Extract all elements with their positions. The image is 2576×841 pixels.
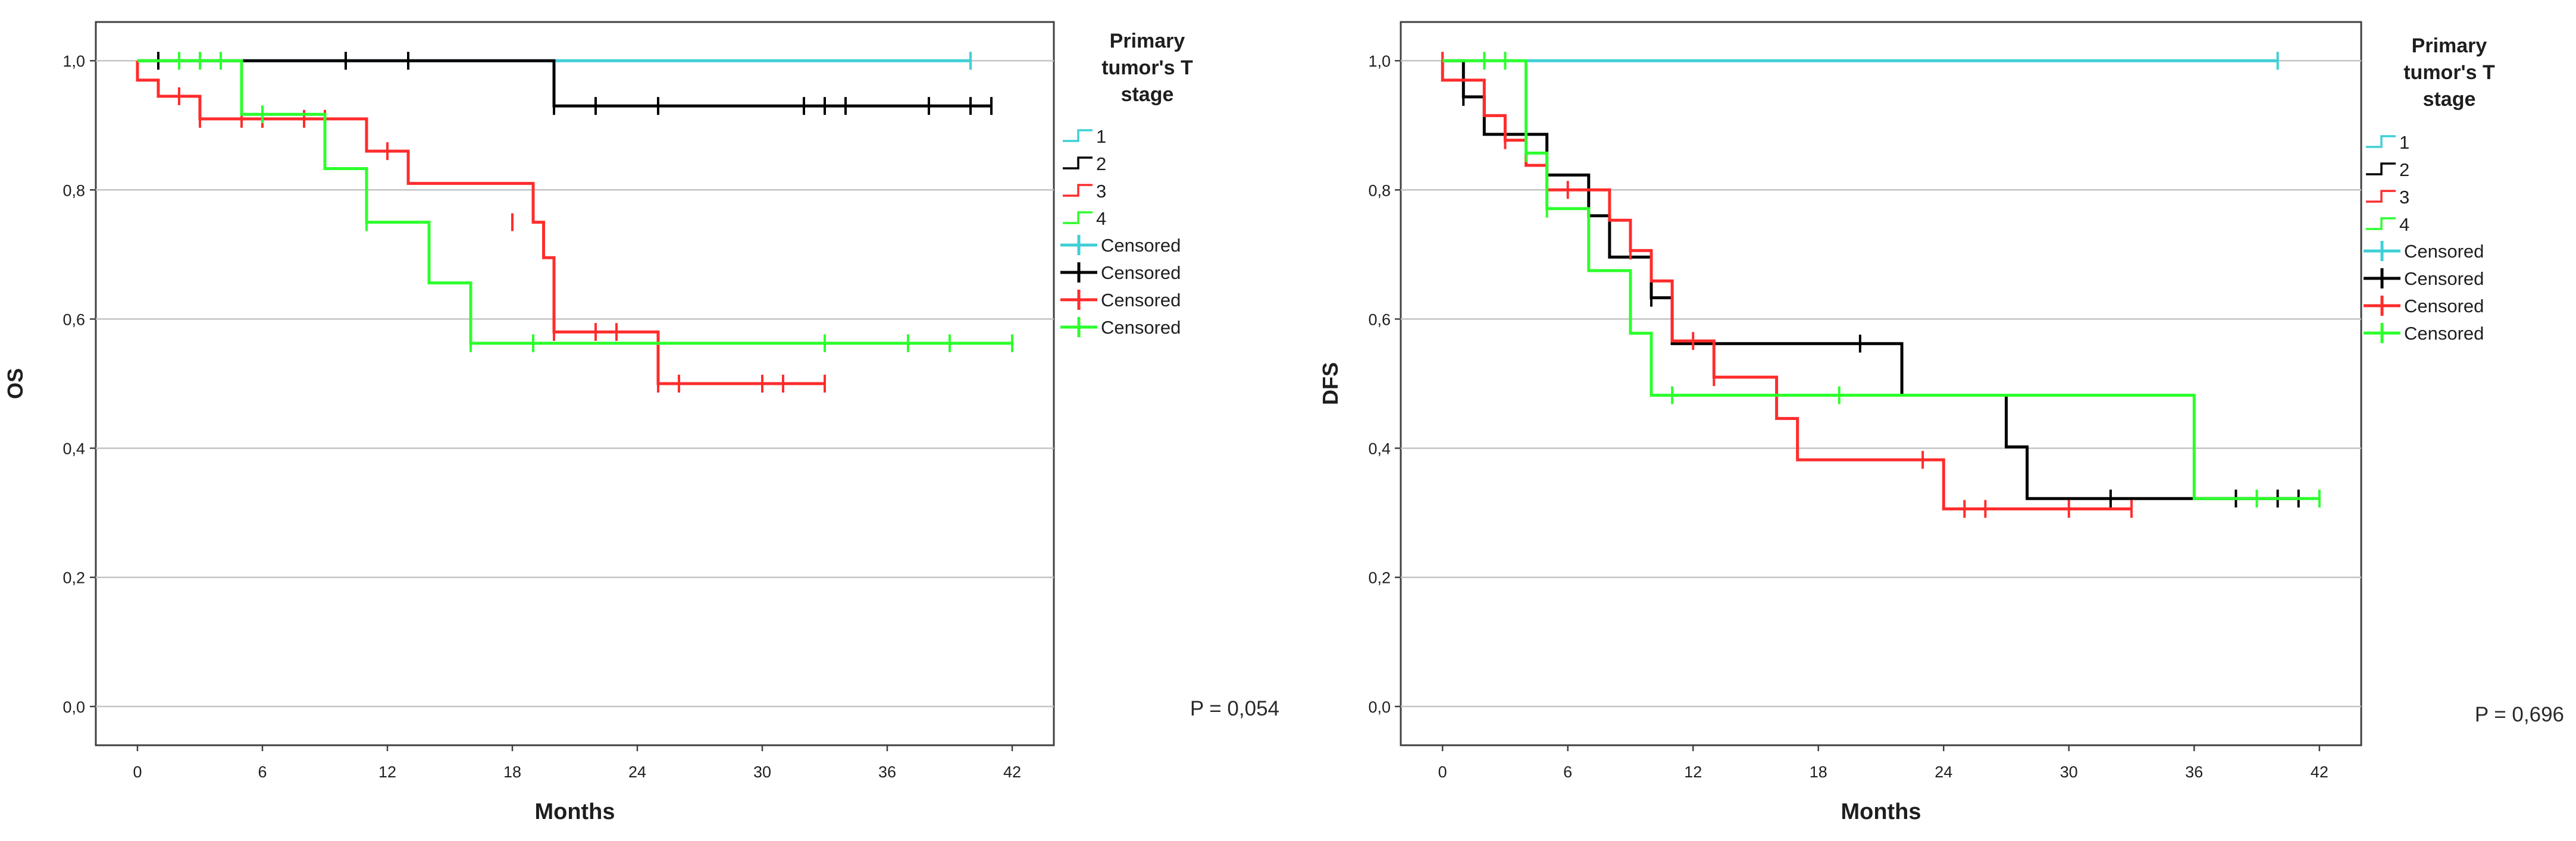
- dfs-x-tick-label: 0: [1438, 763, 1447, 781]
- dfs-x-tick-label: 30: [2060, 763, 2078, 781]
- dfs-x-tick-label: 18: [1810, 763, 1827, 781]
- os-legend-label-stage-2: 2: [1096, 153, 1106, 174]
- os-x-axis-label: Months: [534, 799, 615, 824]
- dfs-x-tick-label: 36: [2185, 763, 2203, 781]
- os-legend-censored-label-stage-1: Censored: [1101, 235, 1181, 256]
- dfs-y-tick-label: 0,0: [1368, 698, 1391, 716]
- os-legend-label-stage-3: 3: [1096, 181, 1106, 202]
- os-y-tick-label: 0,6: [62, 310, 85, 328]
- dfs-legend-label-stage-4: 4: [2399, 214, 2409, 235]
- dfs-legend-symbol-stage-2: [2366, 162, 2396, 175]
- os-y-tick-label: 0,0: [62, 698, 85, 716]
- dfs-y-tick-label: 0,6: [1368, 310, 1391, 328]
- dfs-y-tick-label: 0,8: [1368, 181, 1391, 199]
- dfs-plot-frame: [1400, 21, 2362, 746]
- os-legend-symbol-stage-1: [1063, 129, 1093, 142]
- dfs-x-tick-label: 24: [1935, 763, 1952, 781]
- dfs-legend-label-stage-1: 1: [2399, 132, 2409, 153]
- os-panel: 0,00,20,40,60,81,0 0 6 12 18 24 30 36 42 OS Mon…: [3, 21, 1279, 824]
- os-y-tick-label: 0,2: [62, 569, 85, 587]
- os-y-tick-label: 0,4: [62, 440, 85, 458]
- os-legend-symbol-stage-4: [1063, 211, 1093, 224]
- dfs-legend-censored-label-stage-1: Censored: [2404, 241, 2484, 262]
- dfs-panel: 0,00,20,40,60,81,0 0 6 12 18 24 30 36 42 DFS Mo…: [1318, 21, 2564, 824]
- os-legend-censored-label-stage-3: Censored: [1101, 290, 1181, 310]
- dfs-curve-stage-4: [1442, 59, 2320, 500]
- dfs-y-tick-label: 0,4: [1368, 440, 1391, 458]
- os-y-axis-label: OS: [3, 368, 27, 399]
- os-y-tick-label: 1,0: [62, 52, 85, 70]
- os-x-tick-label: 12: [378, 763, 396, 781]
- os-legend-label-stage-1: 1: [1096, 126, 1106, 147]
- os-legend-title-line-1: Primary: [1110, 30, 1185, 52]
- os-legend-title-line-3: stage: [1121, 83, 1174, 106]
- os-x-tick-label: 24: [628, 763, 646, 781]
- os-x-tick-label: 42: [1003, 763, 1021, 781]
- os-legend-symbol-stage-2: [1063, 156, 1093, 170]
- dfs-y-tick-label: 0,2: [1368, 569, 1391, 587]
- dfs-legend-label-stage-2: 2: [2399, 159, 2409, 180]
- os-x-tick-label: 30: [753, 763, 771, 781]
- dfs-y-axis-label: DFS: [1318, 362, 1342, 405]
- os-plot-frame: [95, 21, 1055, 746]
- os-x-tick-label: 0: [133, 763, 142, 781]
- os-x-ticks: 0 6 12 18 24 30 36 42: [133, 745, 1021, 781]
- dfs-legend-title-line-2: tumor's T: [2403, 61, 2495, 84]
- dfs-x-tick-label: 6: [1563, 763, 1572, 781]
- os-p-value: P = 0,054: [1190, 697, 1279, 720]
- dfs-legend: Primary tumor's T stage 1 2 3 4 Censored Cens…: [2364, 34, 2495, 344]
- os-y-ticks: 0,0 0,2 0,4 0,6 0,8 1,0: [62, 52, 96, 716]
- dfs-legend-symbol-stage-1: [2366, 135, 2396, 148]
- dfs-legend-label-stage-3: 3: [2399, 187, 2409, 208]
- dfs-legend-title-line-3: stage: [2423, 88, 2476, 111]
- os-legend-censored-label-stage-4: Censored: [1101, 317, 1181, 338]
- dfs-legend-symbol-stage-4: [2366, 217, 2396, 230]
- os-legend-symbol-stage-3: [1063, 184, 1093, 197]
- dfs-x-axis-label: Months: [1841, 799, 1921, 824]
- os-x-tick-label: 36: [878, 763, 896, 781]
- os-legend: Primary tumor's T stage 1 2 3 4 Censored Cens…: [1060, 30, 1193, 338]
- os-curve-stage-4: [137, 59, 1012, 345]
- os-legend-label-stage-4: 4: [1096, 208, 1106, 229]
- dfs-y-tick-label: 1,0: [1368, 52, 1391, 70]
- dfs-legend-censored-label-stage-3: Censored: [2404, 296, 2484, 316]
- os-legend-title-line-2: tumor's T: [1101, 57, 1193, 79]
- os-x-tick-label: 6: [258, 763, 267, 781]
- dfs-p-value: P = 0,696: [2475, 703, 2564, 726]
- os-x-tick-label: 18: [503, 763, 521, 781]
- dfs-legend-symbol-stage-3: [2366, 190, 2396, 203]
- os-series: [136, 52, 1013, 393]
- os-legend-censored-label-stage-2: Censored: [1101, 262, 1181, 283]
- dfs-x-tick-label: 42: [2311, 763, 2328, 781]
- dfs-series: [1441, 52, 2321, 518]
- os-y-tick-label: 0,8: [62, 181, 85, 199]
- dfs-legend-censored-label-stage-2: Censored: [2404, 268, 2484, 289]
- dfs-legend-title-line-1: Primary: [2412, 34, 2487, 57]
- dfs-x-ticks: 0 6 12 18 24 30 36 42: [1438, 745, 2328, 781]
- dfs-curve-stage-3: [1441, 61, 2131, 511]
- dfs-x-tick-label: 12: [1684, 763, 1702, 781]
- dfs-legend-censored-label-stage-4: Censored: [2404, 323, 2484, 344]
- dfs-y-ticks: 0,0 0,2 0,4 0,6 0,8 1,0: [1368, 52, 1401, 716]
